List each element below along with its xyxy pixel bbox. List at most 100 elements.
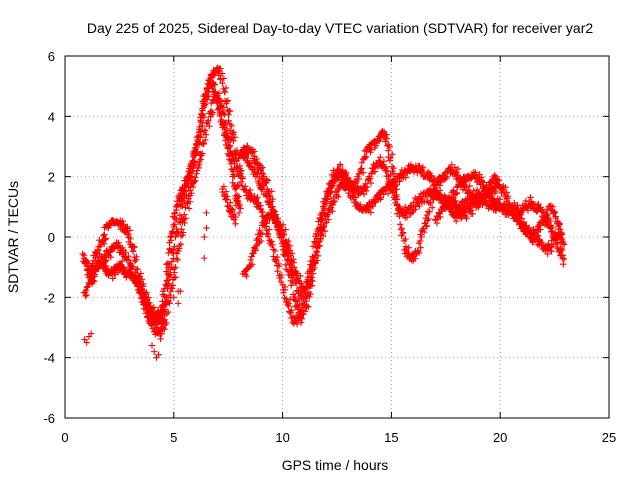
data-point [222,188,230,195]
data-point [217,65,224,72]
data-point [453,200,460,208]
data-point [514,210,521,218]
data-point [281,294,288,302]
data-point [348,184,355,192]
data-point [443,173,450,181]
data-point [103,257,110,264]
data-point [89,260,96,267]
data-point [129,247,137,255]
data-point [435,209,443,216]
data-point [163,301,170,308]
data-point [120,264,127,271]
data-point [371,164,378,171]
data-point [301,287,308,294]
data-point [169,282,177,289]
data-point [534,232,542,240]
data-point [427,199,434,207]
data-point [109,275,116,282]
data-point [235,182,243,189]
data-point [556,239,564,246]
data-point [288,282,295,289]
data-point [383,142,391,150]
data-point [218,70,226,77]
x-axis-label: GPS time / hours [282,457,389,473]
data-point [278,226,286,234]
data-point [257,205,264,212]
data-point [125,231,132,239]
data-point [148,342,156,349]
data-point [275,263,283,270]
data-point [291,264,298,271]
data-point [280,289,287,296]
data-point [280,230,288,238]
data-point [349,192,356,200]
data-point [345,189,352,197]
data-point [364,207,372,215]
data-point [200,104,208,111]
data-point [284,301,291,309]
data-point [194,138,201,145]
data-point [223,130,230,137]
data-point [452,189,459,197]
data-point [168,258,176,265]
data-point [177,232,185,240]
data-point [270,246,277,253]
data-point [174,202,182,209]
data-point [247,162,254,170]
data-point [125,256,133,264]
data-point [140,280,147,288]
data-point [421,198,428,205]
data-point [201,233,208,241]
data-point [457,182,464,189]
data-point [149,319,157,326]
data-point [419,225,426,233]
data-point [364,183,371,191]
data-point [535,200,542,208]
data-point [203,84,211,92]
data-point [144,300,151,307]
data-point [396,221,404,228]
data-point [246,261,253,269]
data-point [452,214,460,221]
data-point [284,256,291,264]
data-point [558,235,565,243]
data-point [511,199,518,207]
data-point [164,260,172,267]
data-point [247,256,254,264]
data-point [205,88,212,95]
data-point [268,188,275,195]
data-point [125,252,132,260]
data-point [235,209,243,217]
data-point [494,201,501,208]
data-point [217,103,224,110]
y-tick-label: -6 [43,411,55,426]
data-point [435,189,442,197]
data-point [384,190,392,197]
data-point [257,229,264,237]
data-point [130,272,137,280]
data-point [527,194,534,201]
data-point [174,256,181,264]
data-point [189,165,196,172]
data-point [197,156,204,163]
data-point [437,187,444,194]
data-point [352,179,360,187]
data-point [549,210,557,217]
data-point [279,221,287,228]
data-point [282,226,289,233]
data-point [336,162,344,170]
data-point [131,244,138,251]
data-point [308,274,315,281]
data-point [207,79,215,86]
data-point [181,211,188,218]
data-point [186,198,194,205]
data-point [391,196,399,203]
data-point [396,212,403,220]
data-point [102,235,110,242]
data-point [274,253,281,261]
data-point [387,154,394,162]
data-point [169,228,176,235]
data-point [522,197,530,205]
data-point [402,174,409,181]
data-point [182,204,189,211]
